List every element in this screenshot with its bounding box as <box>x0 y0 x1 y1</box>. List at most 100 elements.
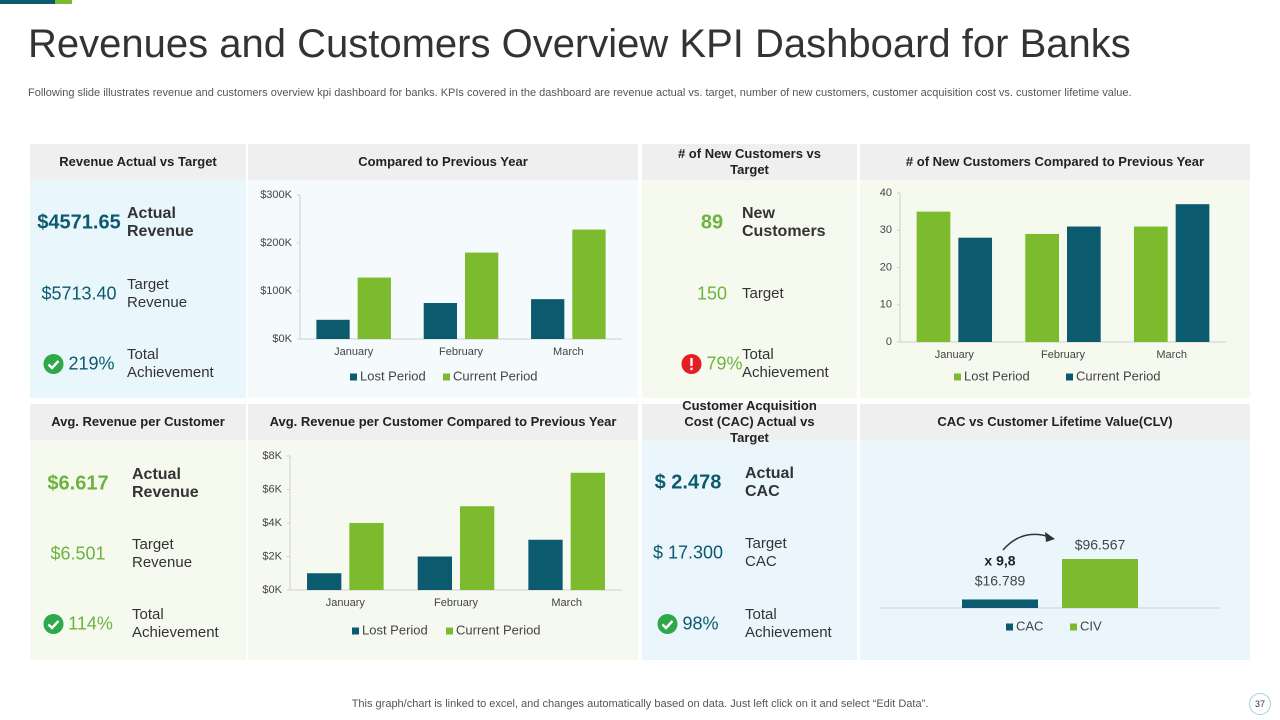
legend-label: Lost Period <box>964 368 1030 383</box>
kpi-value: $4571.65 <box>30 212 128 235</box>
y-tick-label: 10 <box>880 299 892 311</box>
footer-note: This graph/chart is linked to excel, and… <box>351 698 929 710</box>
icon-mark <box>690 367 694 371</box>
kpi-value: 79% <box>662 354 762 375</box>
x-tick-label: February <box>439 346 484 358</box>
kpi-number: $4571.65 <box>37 211 121 234</box>
panel <box>30 440 246 660</box>
bar <box>307 573 342 590</box>
panel-header: Avg. Revenue per Customer Compared to Pr… <box>248 404 638 440</box>
panel-title: Compared to Previous Year <box>358 154 528 169</box>
y-tick-label: $300K <box>260 189 292 201</box>
kpi-number: $ 2.478 <box>654 471 722 494</box>
bar <box>1175 204 1210 342</box>
bar <box>465 252 499 339</box>
kpi-number: $5713.40 <box>41 283 117 304</box>
accent-bar <box>55 0 72 4</box>
icon-check <box>47 620 60 630</box>
legend-swatch <box>1006 623 1013 631</box>
panel-header: Revenue Actual vs Target <box>30 144 246 180</box>
kpi-value: 98% <box>640 614 736 635</box>
data-label: $96.567 <box>1075 537 1126 553</box>
kpi-number: 98% <box>682 613 719 634</box>
arrow <box>1002 533 1051 551</box>
panel-header: Compared to Previous Year <box>248 144 638 180</box>
bar <box>417 556 452 590</box>
legend-swatch <box>443 373 450 381</box>
alert-icon <box>681 354 702 374</box>
bar <box>528 539 563 590</box>
y-tick-label: $8K <box>262 450 282 462</box>
kpi-label: Total Achievement <box>127 346 214 381</box>
icon-check <box>48 360 60 370</box>
legend-swatch <box>352 627 359 635</box>
legend-swatch <box>1066 373 1073 381</box>
kpi-number: 219% <box>68 353 115 374</box>
kpi-value: 114% <box>30 614 126 635</box>
bar <box>958 237 993 342</box>
panel-title: # of New Customers Compared to Previous … <box>905 154 1205 169</box>
kpi-number: 150 <box>696 283 728 304</box>
kpi-label: New Customers <box>742 205 826 240</box>
kpi-label: Actual Revenue <box>132 466 199 501</box>
kpi-number: $6.617 <box>47 472 109 495</box>
icon-check <box>662 620 674 630</box>
accent-bar <box>0 0 55 4</box>
y-tick-label: $2K <box>262 550 282 562</box>
bar <box>572 229 606 339</box>
kpi-number: $ 17.300 <box>652 542 724 563</box>
kpi-label: Target Revenue <box>127 276 188 311</box>
x-tick-label: January <box>935 349 975 361</box>
y-tick-label: 30 <box>880 224 892 236</box>
kpi-label: Total Achievement <box>132 606 219 641</box>
y-tick-label: $200K <box>260 237 292 249</box>
icon-circle <box>43 354 64 374</box>
kpi-label: Target <box>742 285 784 302</box>
panel <box>30 180 246 398</box>
kpi-value: 219% <box>30 354 128 375</box>
check-icon <box>43 614 64 634</box>
x-tick-label: February <box>1041 349 1086 361</box>
slide-subtitle: Following slide illustrates revenue and … <box>28 87 1132 99</box>
y-tick-label: $6K <box>262 483 282 495</box>
kpi-value: 89 <box>662 212 762 235</box>
kpi-number: 114% <box>68 613 113 634</box>
legend-swatch <box>446 627 453 635</box>
legend-label: CAC <box>1016 618 1043 633</box>
panel-header: Customer Acquisition Cost (CAC) Actual v… <box>642 398 857 445</box>
x-tick-label: March <box>1156 349 1187 361</box>
arrow-head <box>1045 532 1055 542</box>
panel-header: # of New Customers vs Target <box>642 144 857 180</box>
bar <box>349 523 384 590</box>
annotation: x 9,8 <box>984 553 1015 569</box>
bar <box>962 599 1038 608</box>
panel-title: CAC vs Customer Lifetime Value(CLV) <box>937 414 1173 429</box>
kpi-label: Total Achievement <box>742 346 829 381</box>
bar <box>1062 559 1138 608</box>
kpi-value: $ 17.300 <box>640 543 736 564</box>
bar <box>1025 233 1059 342</box>
panel-title: # of New Customers vs Target <box>677 146 822 177</box>
panel-title: Revenue Actual vs Target <box>59 154 217 169</box>
kpi-value: $6.501 <box>30 544 126 565</box>
bar <box>570 472 605 590</box>
icon-circle <box>43 614 64 634</box>
data-label: $16.789 <box>975 573 1026 589</box>
page-number: 37 <box>1249 693 1271 715</box>
kpi-number: $6.501 <box>50 543 106 564</box>
x-tick-label: March <box>551 597 582 609</box>
kpi-value: $ 2.478 <box>640 472 736 495</box>
kpi-label: Target Revenue <box>132 536 193 571</box>
x-tick-label: March <box>553 346 584 358</box>
slide-title: Revenues and Customers Overview KPI Dash… <box>28 22 1131 66</box>
kpi-label: Actual Revenue <box>127 205 194 240</box>
bar <box>1133 226 1168 342</box>
kpi-number: 79% <box>706 353 743 374</box>
x-tick-label: January <box>334 346 374 358</box>
y-tick-label: $4K <box>262 517 282 529</box>
panel-title: Avg. Revenue per Customer Compared to Pr… <box>269 414 617 429</box>
bar <box>316 319 350 339</box>
bar <box>1067 226 1101 342</box>
